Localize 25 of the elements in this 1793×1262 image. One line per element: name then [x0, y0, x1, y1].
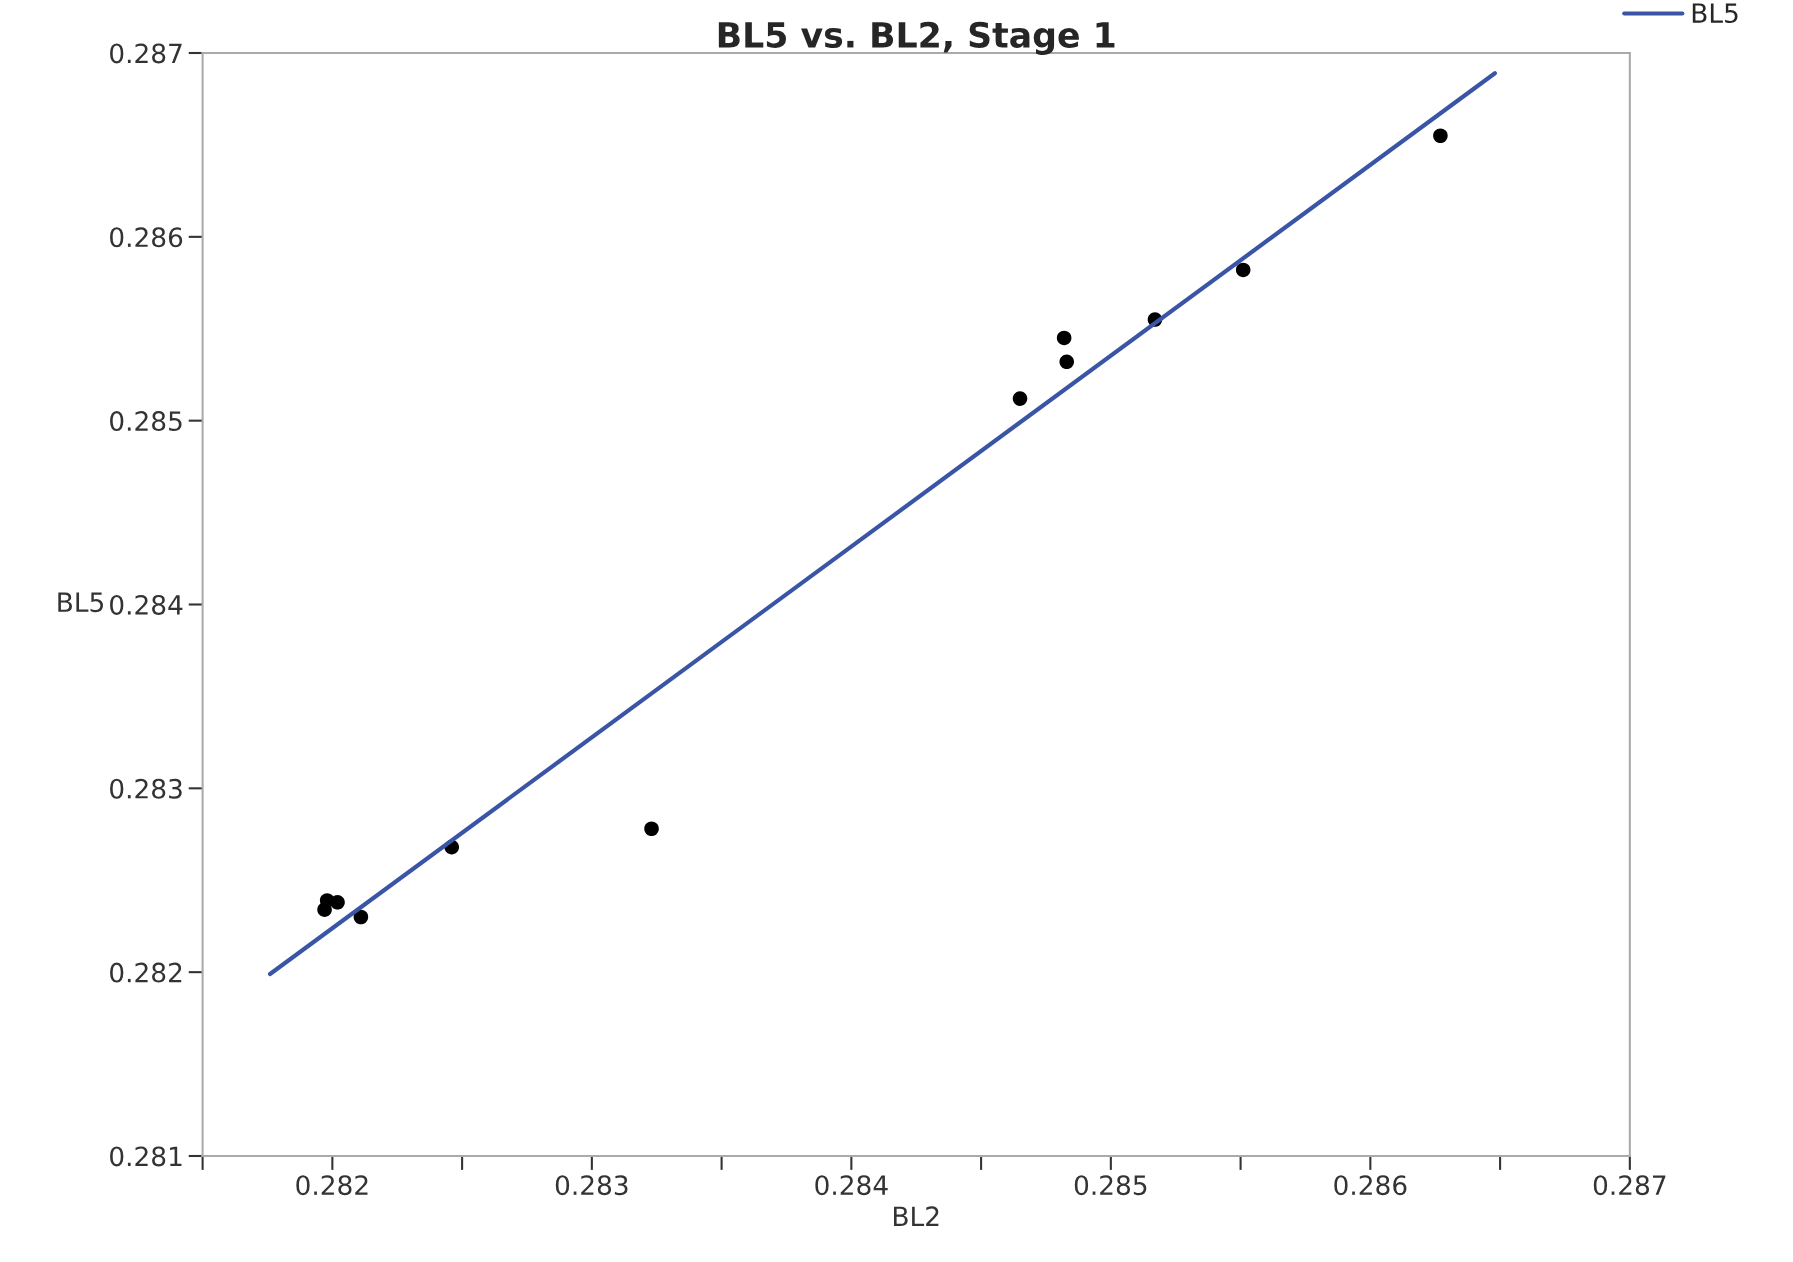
point [1433, 128, 1448, 144]
y-tick-label: 0.283 [110, 778, 182, 799]
point [644, 821, 659, 837]
x-tick-label: 0.282 [296, 1175, 368, 1196]
point [353, 909, 369, 925]
x-tick-label: 0.287 [1593, 1175, 1666, 1196]
legend-label: BL5 [1692, 3, 1738, 24]
y-axis-title: BL5 [58, 592, 104, 613]
x-tick-label: 0.283 [555, 1175, 628, 1196]
point [330, 895, 345, 910]
point [1056, 330, 1072, 346]
y-tick-label: 0.286 [110, 227, 183, 248]
x-tick-label: 0.284 [815, 1175, 888, 1196]
point [1235, 262, 1251, 278]
y-tick-label: 0.287 [110, 43, 182, 64]
chart-title: BL5 vs. BL2, Stage 1 [718, 21, 1115, 55]
y-tick-label: 0.284 [110, 594, 183, 615]
y-tick-label: 0.281 [110, 1146, 182, 1167]
x-tick-label: 0.285 [1074, 1175, 1147, 1196]
x-tick-label: 0.286 [1334, 1175, 1407, 1196]
x-axis-title: BL2 [894, 1206, 939, 1226]
y-tick-label: 0.285 [110, 411, 182, 432]
point [1012, 391, 1028, 406]
y-tick-label: 0.282 [110, 962, 182, 983]
point [1059, 354, 1075, 370]
